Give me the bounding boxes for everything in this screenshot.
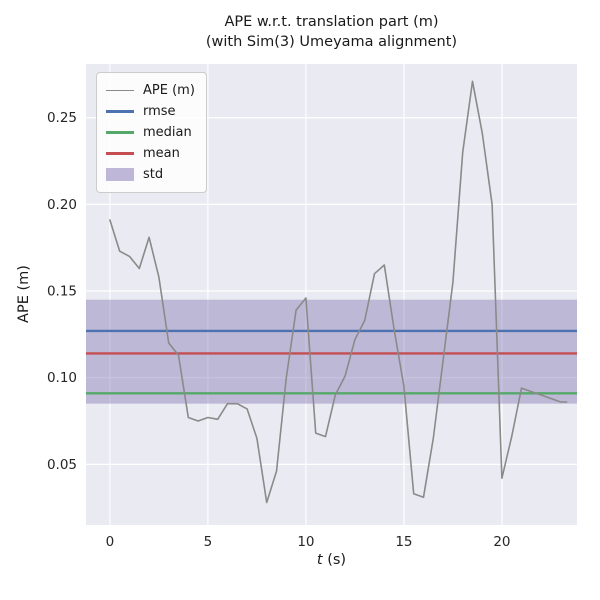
y-tick-label: 0.20 — [47, 197, 77, 213]
x-tick-label: 15 — [395, 534, 412, 550]
ape-line — [109, 80, 568, 504]
legend-label-ape: APE (m) — [143, 83, 195, 98]
legend-label-rmse: rmse — [143, 104, 176, 119]
x-tick-label: 10 — [297, 534, 314, 550]
legend-item-std: std — [106, 164, 195, 185]
legend-label-std: std — [143, 167, 164, 182]
legend-item-mean: mean — [106, 143, 195, 164]
y-tick-label: 0.05 — [47, 457, 77, 473]
legend-label-median: median — [143, 125, 192, 140]
legend-line-swatch-median — [106, 131, 134, 134]
chart-title-line2: (with Sim(3) Umeyama alignment) — [205, 33, 458, 50]
legend-item-rmse: rmse — [106, 101, 195, 122]
std-band — [86, 299, 577, 404]
legend-line-swatch-ape — [106, 89, 134, 92]
legend: APE (m) rmse median mean std — [96, 72, 207, 193]
chart-title-line1: APE w.r.t. translation part (m) — [224, 14, 439, 30]
legend-line-swatch-mean — [106, 152, 134, 155]
chart-title: APE w.r.t. translation part (m) (with Si… — [86, 13, 577, 52]
legend-line-swatch-rmse — [106, 110, 134, 113]
x-axis-label: t (s) — [86, 552, 577, 568]
x-axis-label-variable: t — [316, 552, 323, 568]
y-tick-label: 0.10 — [47, 370, 77, 386]
y-tick-label: 0.25 — [47, 110, 77, 126]
x-tick-label: 5 — [204, 534, 213, 550]
x-tick-label: 0 — [106, 534, 115, 550]
legend-label-mean: mean — [143, 146, 180, 161]
y-axis-label: APE (m) — [16, 265, 32, 323]
legend-patch-swatch-std — [106, 168, 134, 181]
legend-item-median: median — [106, 122, 195, 143]
legend-item-ape: APE (m) — [106, 80, 195, 101]
y-tick-label: 0.15 — [47, 284, 77, 300]
x-axis-label-unit: (s) — [322, 552, 347, 568]
x-tick-label: 20 — [493, 534, 510, 550]
